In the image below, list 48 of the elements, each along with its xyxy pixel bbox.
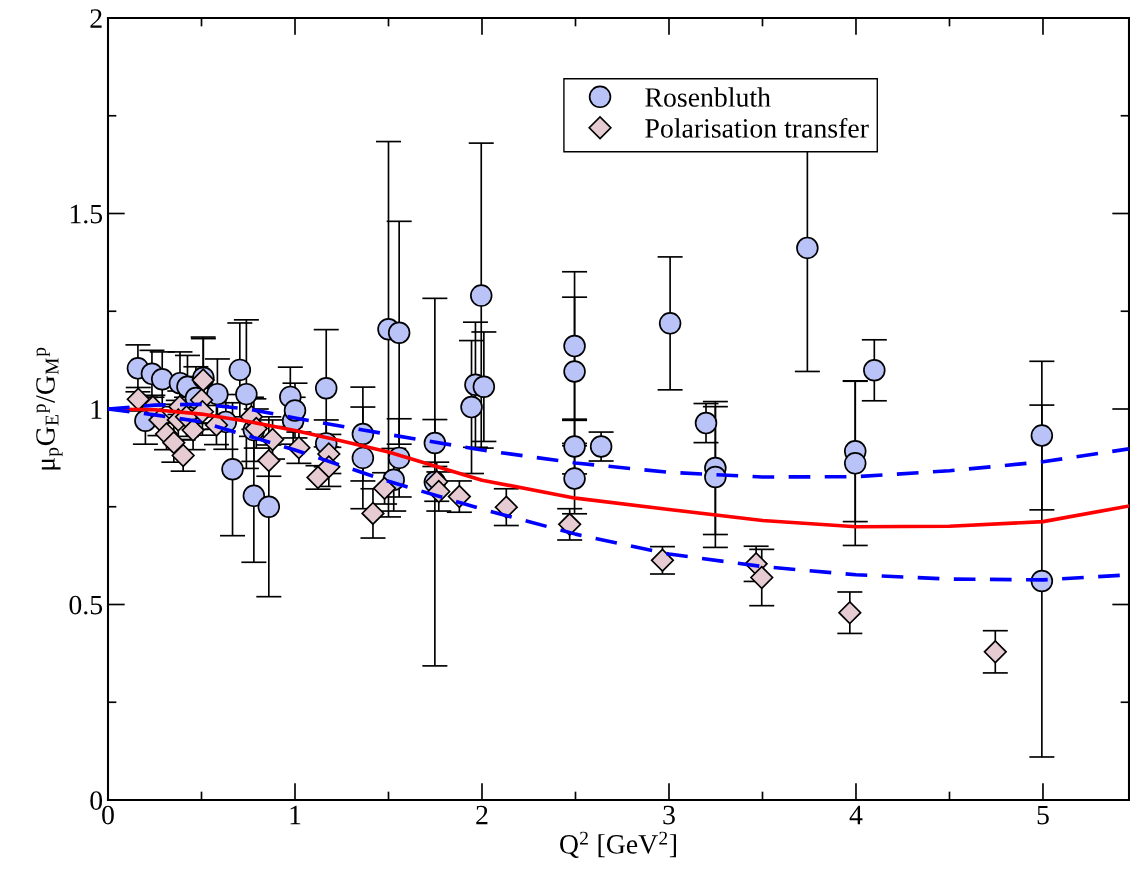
legend-label: Polarisation transfer: [645, 117, 869, 138]
x-tick-label: 1: [290, 805, 301, 825]
point: [257, 495, 281, 519]
point: [750, 565, 774, 590]
point: [983, 640, 1007, 664]
point: [171, 443, 195, 468]
point: [863, 359, 886, 382]
point: [694, 411, 718, 435]
point: [221, 457, 244, 481]
y-tick-label: 1.5: [70, 204, 103, 224]
y-axis-title: μ$_{p}$G$_{E}$$^{p}$/G$_{M}$$^{p}$: [36, 347, 63, 470]
point: [472, 375, 496, 398]
y-tick-label: 0: [90, 791, 103, 810]
point: [558, 512, 582, 536]
point: [563, 334, 586, 358]
x-tick-label: 3: [663, 805, 675, 825]
point: [563, 467, 586, 490]
point: [469, 284, 493, 307]
x-tick-label: 4: [849, 805, 863, 825]
point: [162, 430, 186, 455]
point: [372, 476, 397, 501]
point: [206, 382, 229, 406]
point: [494, 495, 518, 519]
point: [387, 321, 411, 345]
point: [228, 358, 252, 382]
x-tick-label: 5: [1037, 805, 1049, 825]
point: [563, 435, 586, 458]
point: [260, 427, 285, 452]
point: [351, 446, 375, 470]
point: [235, 382, 258, 406]
y-tick-label: 1: [91, 400, 102, 419]
point: [460, 395, 483, 419]
point: [242, 484, 266, 508]
point: [838, 601, 862, 625]
point: [361, 501, 385, 526]
legend-label: Rosenbluth: [645, 87, 771, 107]
point: [843, 452, 867, 475]
point: [150, 368, 174, 391]
point: [658, 312, 682, 335]
y-tick-label: 2: [90, 9, 102, 28]
point: [257, 448, 281, 473]
x-tick-label: 2: [476, 805, 488, 825]
y-tick-label: 0.5: [69, 595, 103, 615]
point: [796, 236, 819, 260]
point: [1030, 424, 1054, 447]
x-axis-title: Q$^{2}$ [GeV$^{2}$]: [560, 831, 676, 858]
point: [563, 360, 586, 383]
point: [314, 377, 338, 400]
